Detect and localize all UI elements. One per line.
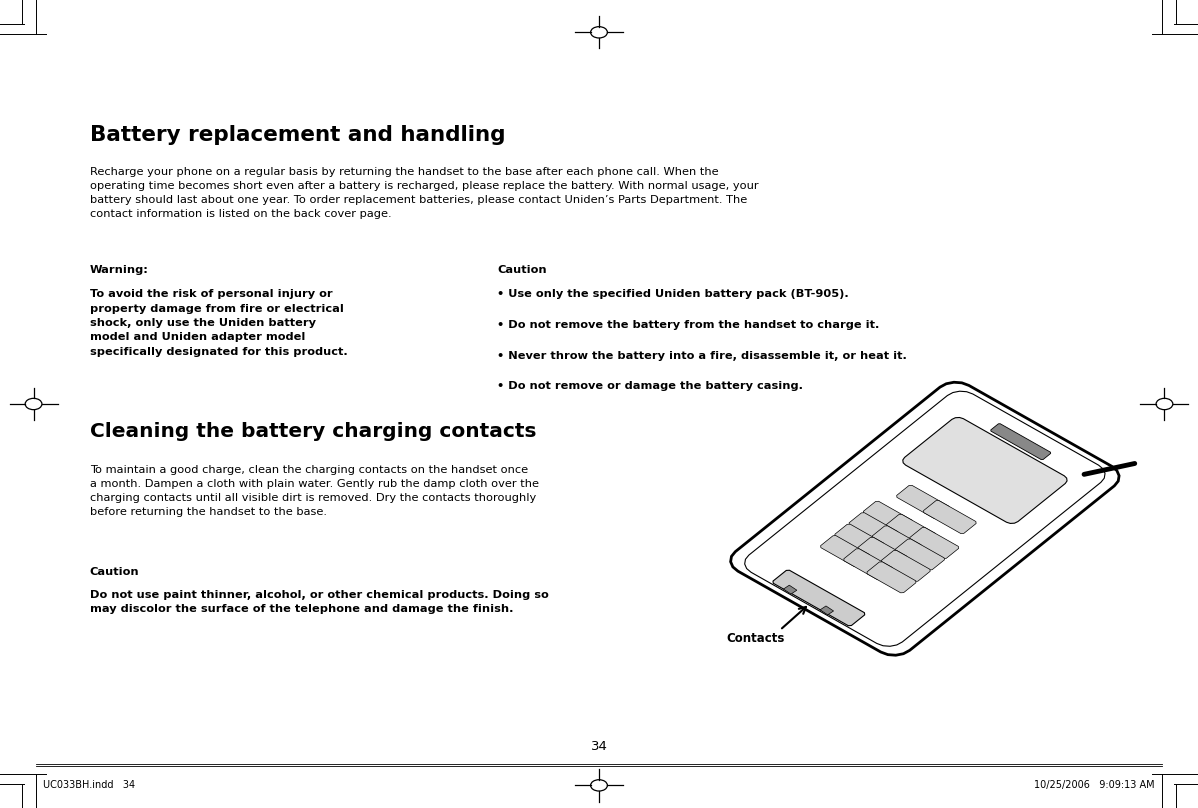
Polygon shape: [991, 423, 1051, 460]
Polygon shape: [872, 526, 921, 557]
Polygon shape: [843, 549, 893, 579]
Polygon shape: [903, 418, 1067, 524]
Text: Battery replacement and handling: Battery replacement and handling: [90, 125, 506, 145]
Text: To avoid the risk of personal injury or
property damage from fire or electrical
: To avoid the risk of personal injury or …: [90, 289, 347, 357]
Polygon shape: [849, 513, 898, 544]
Text: 34: 34: [591, 740, 607, 753]
Polygon shape: [821, 536, 870, 566]
Text: 10/25/2006   9:09:13 AM: 10/25/2006 9:09:13 AM: [1034, 780, 1155, 789]
Polygon shape: [924, 500, 976, 533]
Text: Warning:: Warning:: [90, 265, 149, 275]
Polygon shape: [821, 606, 834, 615]
Polygon shape: [783, 585, 797, 594]
Text: Cleaning the battery charging contacts: Cleaning the battery charging contacts: [90, 422, 537, 441]
Text: Caution: Caution: [90, 567, 139, 577]
Text: To maintain a good charge, clean the charging contacts on the handset once
a mon: To maintain a good charge, clean the cha…: [90, 465, 539, 516]
Text: • Do not remove or damage the battery casing.: • Do not remove or damage the battery ca…: [497, 381, 803, 391]
Text: UC033BH.indd   34: UC033BH.indd 34: [43, 780, 135, 789]
Polygon shape: [835, 524, 884, 555]
Text: Do not use paint thinner, alcohol, or other chemical products. Doing so
may disc: Do not use paint thinner, alcohol, or ot…: [90, 590, 549, 614]
Text: Contacts: Contacts: [726, 632, 785, 645]
Polygon shape: [882, 550, 930, 582]
Polygon shape: [731, 382, 1119, 655]
Polygon shape: [895, 539, 944, 570]
Text: • Do not remove the battery from the handset to charge it.: • Do not remove the battery from the han…: [497, 320, 879, 330]
Polygon shape: [909, 528, 958, 558]
Text: Recharge your phone on a regular basis by returning the handset to the base afte: Recharge your phone on a regular basis b…: [90, 167, 758, 219]
Text: Caution: Caution: [497, 265, 546, 275]
Polygon shape: [858, 537, 907, 568]
Polygon shape: [773, 570, 865, 625]
Text: • Never throw the battery into a fire, disassemble it, or heat it.: • Never throw the battery into a fire, d…: [497, 351, 907, 360]
Polygon shape: [887, 515, 936, 545]
Polygon shape: [867, 562, 916, 593]
Text: • Use only the specified Uniden battery pack (BT-905).: • Use only the specified Uniden battery …: [497, 289, 849, 299]
Polygon shape: [864, 501, 912, 532]
Polygon shape: [896, 486, 949, 519]
